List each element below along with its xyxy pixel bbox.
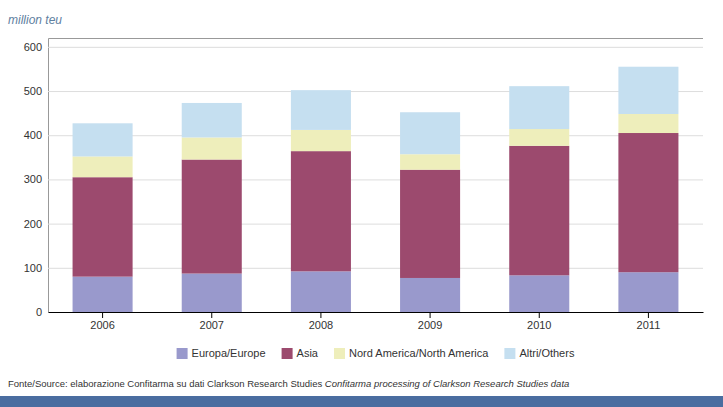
bar-segment <box>618 67 678 114</box>
legend-item: Nord America/North America <box>334 347 489 359</box>
legend-item: Altri/Others <box>504 347 575 359</box>
bar-segment <box>509 146 569 275</box>
grid-line <box>48 312 703 313</box>
x-tick-mark <box>539 312 540 318</box>
footnote-part: Fonte/Source: elaborazione Confitarma su… <box>8 378 322 389</box>
grid-line <box>48 47 703 48</box>
bar-segment <box>509 275 569 312</box>
legend-swatch <box>504 348 515 359</box>
y-tick: 0 <box>36 306 703 318</box>
bar-segment <box>182 137 242 159</box>
x-tick-mark <box>211 312 212 318</box>
legend-label: Europa/Europe <box>192 347 266 359</box>
bar-segment <box>291 271 351 312</box>
y-axis-line <box>49 39 704 313</box>
grid-line <box>48 135 703 136</box>
bar-segment <box>618 133 678 272</box>
grid-line <box>48 268 703 269</box>
bar-segment <box>400 278 460 312</box>
legend-item: Asia <box>282 347 319 359</box>
bar-segment <box>509 129 569 146</box>
legend-label: Asia <box>297 347 319 359</box>
y-tick-label: 0 <box>36 306 42 318</box>
y-tick: 500 <box>24 85 703 97</box>
footer-bar <box>0 396 723 407</box>
grid-line <box>48 179 703 180</box>
legend-swatch <box>177 348 188 359</box>
bar-segment <box>182 103 242 137</box>
y-tick-label: 100 <box>24 262 42 274</box>
bar-segment <box>182 160 242 274</box>
x-tick: 2010 <box>527 312 551 331</box>
series <box>73 271 679 312</box>
grid-line <box>48 224 703 225</box>
x-tick-label: 2009 <box>418 319 442 331</box>
x-tick-label: 2011 <box>637 319 661 331</box>
bar-segment <box>291 130 351 151</box>
y-axis-title: million teu <box>8 13 62 27</box>
bar-segment <box>400 170 460 278</box>
x-tick-label: 2007 <box>200 319 224 331</box>
legend-swatch <box>282 348 293 359</box>
legend-label: Nord America/North America <box>349 347 489 359</box>
x-tick-label: 2010 <box>527 319 551 331</box>
chart: 0100200300400500600200620072008200920102… <box>0 0 723 407</box>
x-tick: 2006 <box>90 312 114 331</box>
y-tick-label: 200 <box>24 218 42 230</box>
footnote-part: Confitarma processing of Clarkson Resear… <box>322 378 569 389</box>
series <box>73 114 679 177</box>
bar-segment <box>182 274 242 312</box>
bar-segment <box>73 156 133 177</box>
legend: Europa/Europe Asia Nord America/North Amer… <box>177 347 575 359</box>
x-tick: 2011 <box>637 312 661 331</box>
bar-segment <box>400 154 460 169</box>
grid-line <box>48 91 703 92</box>
x-axis-line <box>49 312 704 313</box>
legend-item: Europa/Europe <box>177 347 266 359</box>
y-tick-label: 500 <box>24 85 42 97</box>
footnote: Fonte/Source: elaborazione Confitarma su… <box>8 378 569 389</box>
y-tick-label: 400 <box>24 129 42 141</box>
x-tick: 2007 <box>200 312 224 331</box>
bar-segment <box>618 114 678 133</box>
bar-segment <box>618 272 678 312</box>
x-tick: 2009 <box>418 312 442 331</box>
series <box>73 133 679 278</box>
y-axis: 0 100 200 300 400 500 600 <box>24 39 703 319</box>
x-tick-mark <box>320 312 321 318</box>
legend-label: Altri/Others <box>519 347 575 359</box>
series <box>73 67 679 157</box>
y-tick: 600 <box>24 41 703 53</box>
bar-segment <box>73 177 133 276</box>
bar-segment <box>509 86 569 129</box>
x-tick-label: 2006 <box>90 319 114 331</box>
legend-swatch <box>334 348 345 359</box>
y-tick-label: 300 <box>24 173 42 185</box>
bar-segment <box>291 90 351 130</box>
x-tick-mark <box>430 312 431 318</box>
bar-segment <box>400 112 460 154</box>
bars <box>73 67 679 312</box>
y-tick-label: 600 <box>24 41 42 53</box>
x-tick: 2008 <box>309 312 333 331</box>
x-axis: 2006 2007 2008 2009 2010 2011 <box>49 312 704 331</box>
x-tick-label: 2008 <box>309 319 333 331</box>
x-tick-mark <box>648 312 649 318</box>
bar-segment <box>291 151 351 271</box>
x-tick-mark <box>102 312 103 318</box>
bar-segment <box>73 277 133 312</box>
bar-segment <box>73 123 133 156</box>
